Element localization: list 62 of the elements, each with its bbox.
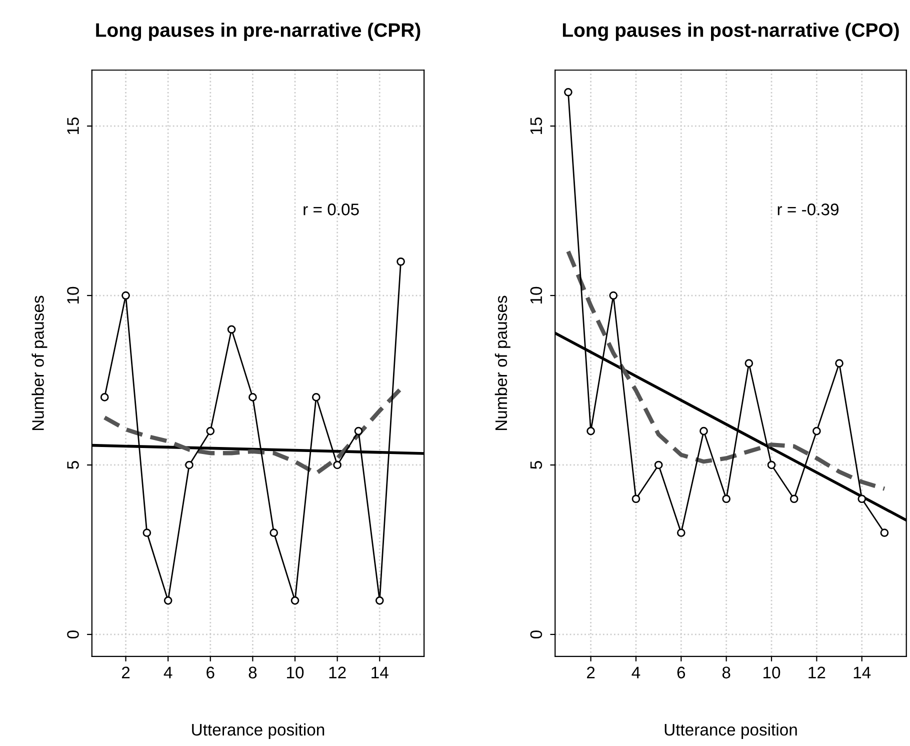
point xyxy=(767,460,776,470)
y-tick-label: 5 xyxy=(67,461,79,469)
x-tick-label: 2 xyxy=(586,666,595,678)
x-tick-label: 2 xyxy=(122,666,130,678)
point xyxy=(700,426,708,436)
point xyxy=(744,359,754,368)
point xyxy=(880,528,889,537)
x-tick-label: 12 xyxy=(329,666,346,678)
point xyxy=(270,528,278,537)
point xyxy=(564,88,572,96)
point xyxy=(812,426,821,436)
point xyxy=(248,393,257,402)
x-tick-label: 12 xyxy=(808,666,826,678)
point xyxy=(586,426,595,436)
point xyxy=(722,494,730,504)
point xyxy=(632,494,640,504)
point xyxy=(375,596,384,605)
point xyxy=(206,426,215,436)
y-axis-title: Number of pauses xyxy=(494,296,510,430)
line-series xyxy=(566,249,887,491)
x-tick-label: 14 xyxy=(372,666,388,678)
y-tick-label: 10 xyxy=(530,286,542,304)
annotation: r = -0.39 xyxy=(778,204,838,216)
line-series xyxy=(102,386,403,476)
x-tick-label: 6 xyxy=(677,666,686,678)
point xyxy=(142,528,152,537)
point xyxy=(290,596,300,605)
point xyxy=(396,257,405,266)
point xyxy=(354,426,363,436)
x-tick-label: 14 xyxy=(854,666,871,678)
y-tick-label: 15 xyxy=(67,117,79,134)
x-tick-label: 10 xyxy=(764,666,780,678)
chart-title: Long pauses in pre-narrative (CPR) xyxy=(96,22,420,41)
point xyxy=(227,325,236,334)
y-axis-title: Number of pauses xyxy=(32,296,48,430)
x-tick-label: 4 xyxy=(632,666,640,678)
x-tick-label: 4 xyxy=(164,666,172,678)
point xyxy=(835,359,844,368)
x-tick-label: 8 xyxy=(722,666,730,678)
x-tick-label: 10 xyxy=(287,666,304,678)
point xyxy=(654,460,663,470)
point xyxy=(790,494,798,504)
x-tick-label: 6 xyxy=(206,666,214,678)
point xyxy=(676,528,686,537)
y-tick-label: 10 xyxy=(67,286,79,304)
point xyxy=(333,460,342,470)
y-tick-label: 5 xyxy=(530,461,542,469)
point xyxy=(858,494,866,504)
x-tick-label: 8 xyxy=(248,666,257,678)
point xyxy=(609,291,618,300)
y-tick-label: 0 xyxy=(67,630,79,638)
point xyxy=(312,393,320,402)
y-tick-label: 0 xyxy=(530,630,542,638)
point xyxy=(185,460,194,470)
x-axis-title: Utterance position xyxy=(192,723,324,739)
y-tick-label: 15 xyxy=(530,117,542,134)
point xyxy=(164,596,172,605)
point xyxy=(100,393,109,402)
annotation: r = 0.05 xyxy=(304,204,359,216)
x-axis-title: Utterance position xyxy=(664,723,797,739)
chart-title: Long pauses in post-narrative (CPO) xyxy=(562,22,899,41)
point xyxy=(122,291,130,300)
